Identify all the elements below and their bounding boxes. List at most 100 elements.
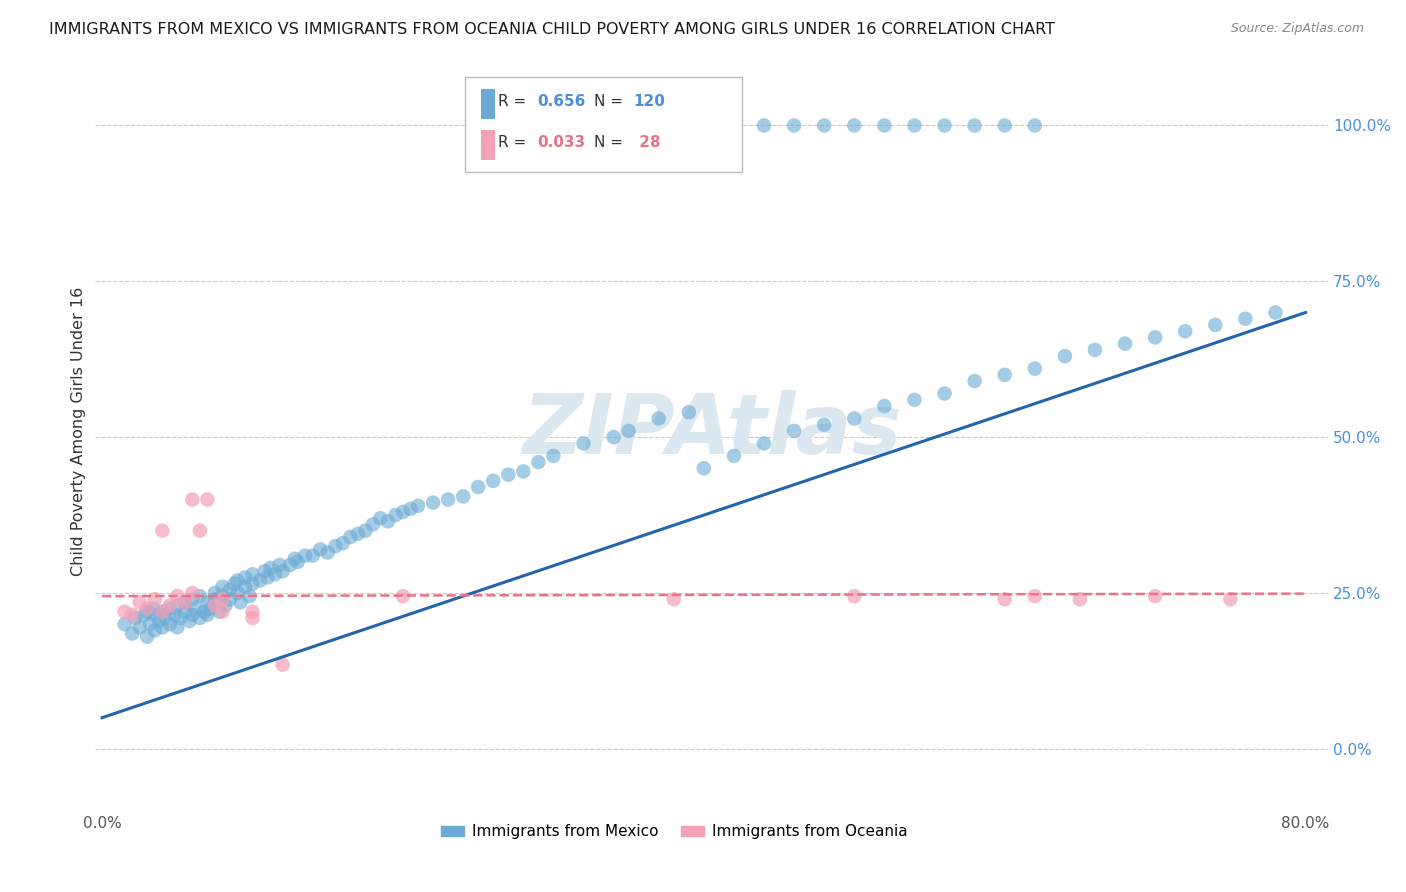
Point <box>347 526 370 541</box>
Point <box>148 614 170 628</box>
Point <box>166 589 188 603</box>
Text: 28: 28 <box>634 136 661 151</box>
Point <box>844 589 866 603</box>
Point <box>179 614 201 628</box>
Point <box>437 492 460 507</box>
Point <box>994 368 1017 382</box>
Point <box>392 505 415 519</box>
Y-axis label: Child Poverty Among Girls Under 16: Child Poverty Among Girls Under 16 <box>72 286 86 575</box>
Point <box>1174 324 1197 338</box>
Point <box>339 530 361 544</box>
Point <box>150 605 173 619</box>
Point <box>188 524 211 538</box>
Point <box>422 495 444 509</box>
Point <box>271 657 294 672</box>
Point <box>197 595 219 609</box>
Point <box>173 595 195 609</box>
Point <box>114 617 136 632</box>
Point <box>204 599 226 613</box>
Point <box>278 558 301 572</box>
FancyBboxPatch shape <box>464 78 742 172</box>
Point <box>934 119 956 133</box>
Point <box>1053 349 1076 363</box>
Point <box>284 551 307 566</box>
Point <box>242 605 264 619</box>
Point <box>211 589 233 603</box>
Point <box>1084 343 1107 357</box>
Point <box>543 449 565 463</box>
Point <box>181 586 204 600</box>
Point <box>316 545 339 559</box>
Point <box>301 549 323 563</box>
Point <box>752 436 775 450</box>
Point <box>121 607 143 622</box>
Point <box>136 601 159 615</box>
Point <box>242 611 264 625</box>
Point <box>813 417 835 432</box>
Point <box>150 620 173 634</box>
Point <box>377 514 399 528</box>
Point <box>602 430 624 444</box>
Point <box>226 586 249 600</box>
Bar <box>481 130 495 161</box>
Point <box>392 589 415 603</box>
Text: 120: 120 <box>634 95 665 110</box>
Point <box>647 411 669 425</box>
Point <box>128 595 150 609</box>
Point <box>269 558 291 572</box>
Point <box>150 524 173 538</box>
Point <box>143 592 166 607</box>
Point <box>214 599 236 613</box>
Point <box>451 489 474 503</box>
Point <box>238 589 260 603</box>
Text: N =: N = <box>595 95 628 110</box>
Point <box>256 570 278 584</box>
Point <box>211 580 233 594</box>
Point <box>1024 361 1046 376</box>
Point <box>1264 305 1286 319</box>
Point <box>155 611 177 625</box>
Point <box>224 576 246 591</box>
Point <box>193 605 215 619</box>
Point <box>242 576 264 591</box>
Point <box>813 119 835 133</box>
Text: IMMIGRANTS FROM MEXICO VS IMMIGRANTS FROM OCEANIA CHILD POVERTY AMONG GIRLS UNDE: IMMIGRANTS FROM MEXICO VS IMMIGRANTS FRO… <box>49 22 1056 37</box>
Point <box>844 119 866 133</box>
Point <box>1204 318 1226 332</box>
Point <box>163 607 186 622</box>
Point <box>1234 311 1257 326</box>
Point <box>1144 330 1167 344</box>
Point <box>143 607 166 622</box>
Point <box>159 617 181 632</box>
Point <box>188 589 211 603</box>
Point <box>572 436 595 450</box>
Point <box>662 592 685 607</box>
Point <box>963 374 986 388</box>
Point <box>309 542 332 557</box>
Point <box>188 611 211 625</box>
Point <box>994 592 1017 607</box>
Point <box>752 119 775 133</box>
Point <box>114 605 136 619</box>
Text: Source: ZipAtlas.com: Source: ZipAtlas.com <box>1230 22 1364 36</box>
Point <box>527 455 550 469</box>
Point <box>361 517 384 532</box>
Point <box>219 582 242 597</box>
Point <box>226 574 249 588</box>
Point <box>873 119 896 133</box>
Point <box>354 524 377 538</box>
Point <box>1024 589 1046 603</box>
Text: R =: R = <box>498 136 531 151</box>
Point <box>166 599 188 613</box>
Point <box>159 601 181 615</box>
Point <box>150 605 173 619</box>
Point <box>242 567 264 582</box>
Point <box>200 601 222 615</box>
Point <box>963 119 986 133</box>
Point <box>903 392 925 407</box>
Point <box>124 611 146 625</box>
Point <box>873 399 896 413</box>
Point <box>399 501 422 516</box>
Point <box>136 630 159 644</box>
Point <box>211 592 233 607</box>
